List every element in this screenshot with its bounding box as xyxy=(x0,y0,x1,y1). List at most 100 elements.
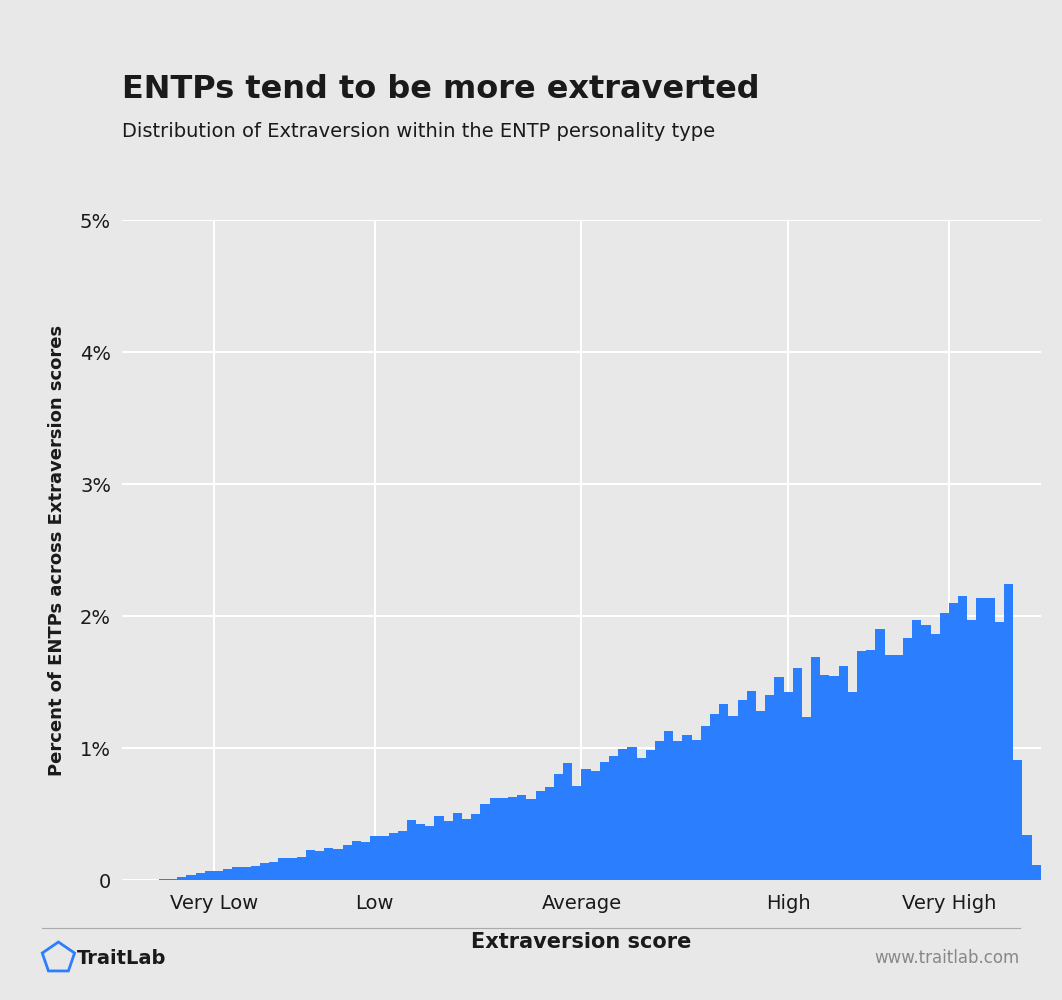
Bar xyxy=(1013,760,1023,880)
Bar xyxy=(545,787,554,880)
Bar xyxy=(867,650,875,880)
Bar xyxy=(802,717,811,880)
Text: TraitLab: TraitLab xyxy=(76,948,166,968)
Bar xyxy=(444,821,452,880)
Bar xyxy=(233,867,241,880)
Bar xyxy=(986,598,995,880)
Bar xyxy=(278,858,288,880)
Bar xyxy=(499,798,508,880)
Bar xyxy=(324,848,333,880)
Bar xyxy=(397,831,407,880)
Bar xyxy=(646,750,655,880)
Bar xyxy=(756,711,765,880)
Text: Distribution of Extraversion within the ENTP personality type: Distribution of Extraversion within the … xyxy=(122,122,715,141)
Bar xyxy=(407,820,416,880)
Bar xyxy=(333,849,343,880)
Bar xyxy=(343,845,352,880)
Bar xyxy=(517,795,527,880)
Bar xyxy=(195,873,205,880)
Bar xyxy=(223,869,233,880)
Bar xyxy=(940,613,948,880)
Bar xyxy=(683,735,691,880)
Bar xyxy=(903,638,912,880)
Bar xyxy=(251,866,260,880)
Bar xyxy=(1004,584,1013,880)
Bar xyxy=(416,824,425,880)
Y-axis label: Percent of ENTPs across Extraversion scores: Percent of ENTPs across Extraversion sco… xyxy=(48,324,66,776)
Bar xyxy=(352,841,361,880)
Bar xyxy=(847,692,857,880)
Bar xyxy=(205,871,213,880)
Bar xyxy=(747,691,756,880)
Bar xyxy=(177,877,187,880)
Bar xyxy=(691,740,701,880)
Bar xyxy=(719,704,729,880)
Bar xyxy=(452,813,462,880)
Bar xyxy=(168,879,177,880)
Bar xyxy=(582,769,590,880)
Bar xyxy=(765,695,774,880)
Bar xyxy=(820,675,829,880)
X-axis label: Extraversion score: Extraversion score xyxy=(472,932,691,952)
Bar xyxy=(664,731,673,880)
Bar xyxy=(572,786,581,880)
Bar xyxy=(269,862,278,880)
Bar xyxy=(701,726,710,880)
Bar xyxy=(187,875,195,880)
Bar xyxy=(829,676,839,880)
Bar xyxy=(535,791,545,880)
Bar xyxy=(361,842,371,880)
Bar xyxy=(527,799,535,880)
Bar xyxy=(306,850,315,880)
Bar xyxy=(967,620,976,880)
Bar xyxy=(949,603,958,880)
Bar xyxy=(371,836,379,880)
Bar xyxy=(912,620,922,880)
Bar xyxy=(389,833,397,880)
Bar xyxy=(563,763,572,880)
Bar xyxy=(462,819,472,880)
Bar xyxy=(379,836,389,880)
Bar xyxy=(609,756,618,880)
Bar xyxy=(508,797,517,880)
Bar xyxy=(315,851,324,880)
Bar xyxy=(1023,835,1031,880)
Bar xyxy=(839,666,847,880)
Bar xyxy=(673,741,683,880)
Bar xyxy=(738,700,747,880)
Bar xyxy=(636,758,646,880)
Bar xyxy=(425,826,434,880)
Bar xyxy=(930,634,940,880)
Bar xyxy=(792,668,802,880)
Bar xyxy=(288,858,296,880)
Bar xyxy=(480,804,490,880)
Bar xyxy=(434,816,444,880)
Bar xyxy=(894,655,903,880)
Bar xyxy=(922,625,930,880)
Bar xyxy=(784,692,792,880)
Text: www.traitlab.com: www.traitlab.com xyxy=(874,949,1020,967)
Bar xyxy=(490,798,499,880)
Text: ENTPs tend to be more extraverted: ENTPs tend to be more extraverted xyxy=(122,74,759,105)
Bar xyxy=(729,716,738,880)
Bar xyxy=(472,814,480,880)
Bar xyxy=(958,596,967,880)
Bar xyxy=(628,747,636,880)
Bar xyxy=(875,629,885,880)
Bar xyxy=(590,771,600,880)
Bar xyxy=(655,741,664,880)
Bar xyxy=(213,871,223,880)
Bar xyxy=(618,749,628,880)
Bar xyxy=(774,677,784,880)
Bar xyxy=(296,857,306,880)
Bar xyxy=(600,762,609,880)
Bar xyxy=(554,774,563,880)
Bar xyxy=(710,714,719,880)
Bar xyxy=(241,867,251,880)
Bar xyxy=(1031,865,1041,880)
Bar xyxy=(885,655,894,880)
Bar xyxy=(995,622,1004,880)
Bar xyxy=(260,863,269,880)
Bar xyxy=(857,651,867,880)
Bar xyxy=(811,657,820,880)
